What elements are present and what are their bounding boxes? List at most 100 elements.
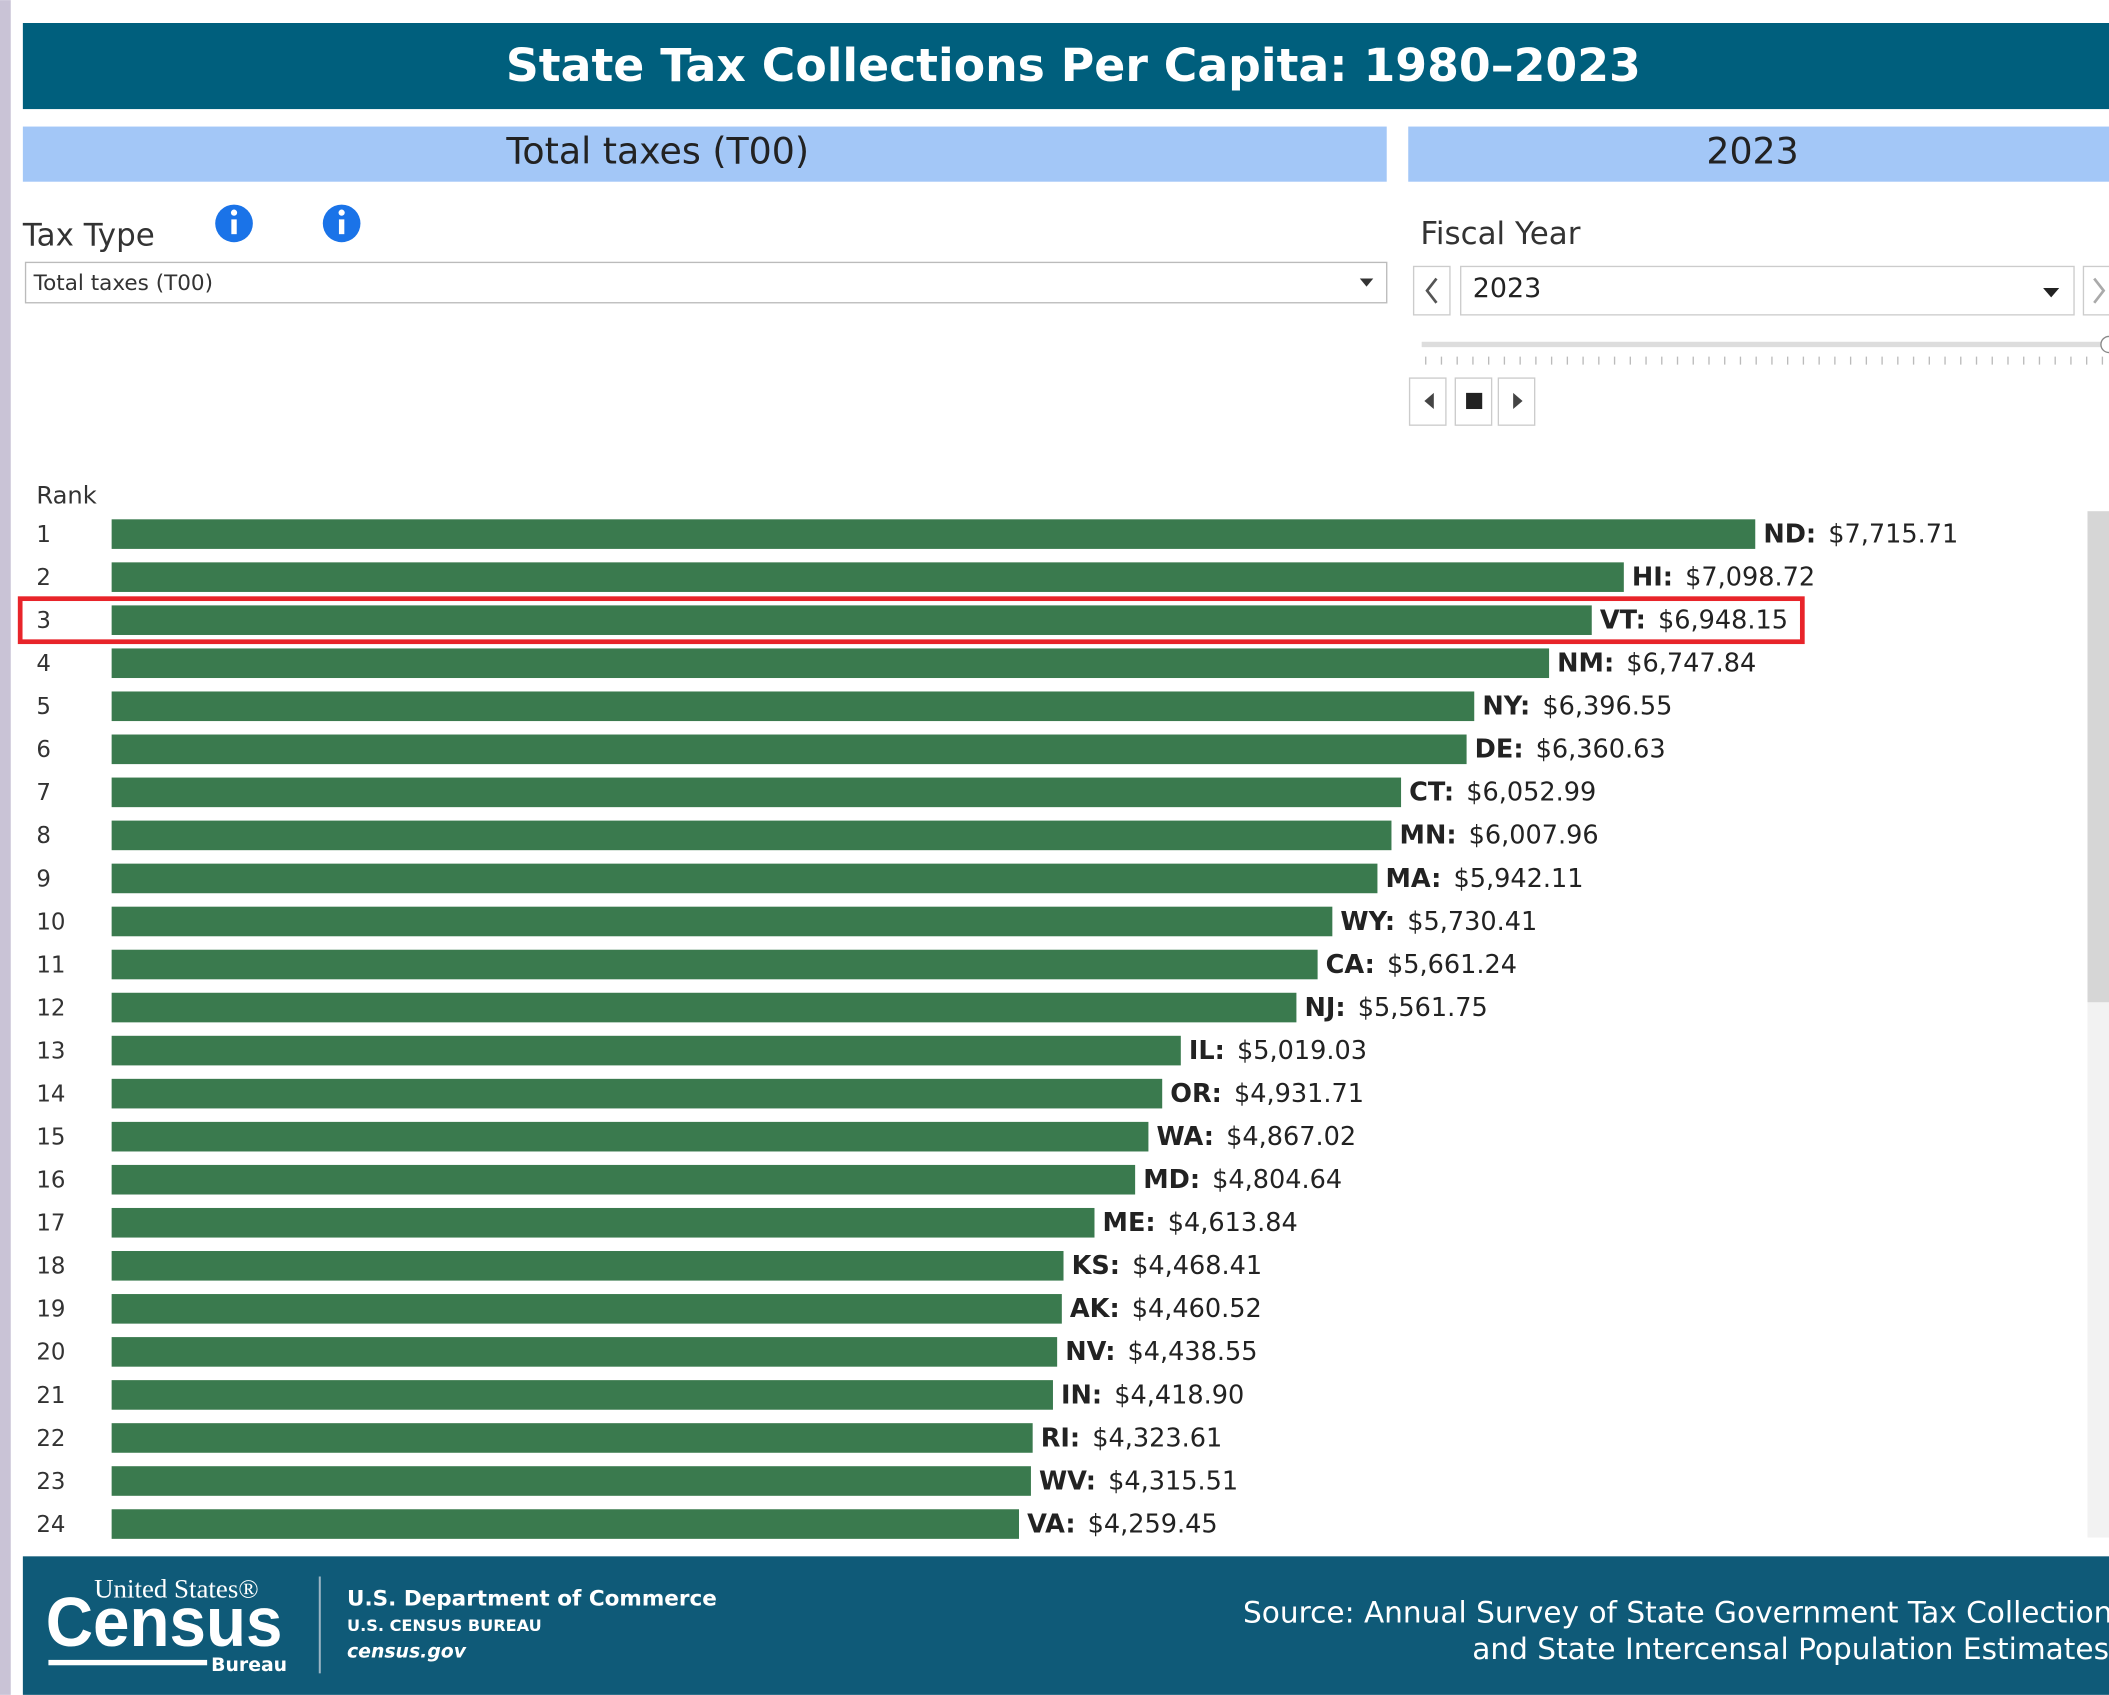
rank-label: 19 xyxy=(36,1297,65,1323)
source-line-2: and State Intercensal Population Estimat… xyxy=(1472,1632,2109,1666)
rank-label: 8 xyxy=(36,823,51,849)
window-edge xyxy=(0,0,11,1695)
tax-type-dropdown[interactable] xyxy=(24,261,1388,304)
value-label: $4,323.61 xyxy=(1092,1423,1222,1453)
value-label: $5,019.03 xyxy=(1237,1036,1367,1066)
rank-label: 23 xyxy=(36,1469,65,1495)
rank-label: 1 xyxy=(36,522,51,548)
rank-label: 17 xyxy=(36,1211,65,1237)
bar xyxy=(111,734,1467,765)
rank-label: 10 xyxy=(36,909,65,935)
fiscal-year-value: 2023 xyxy=(1473,273,1541,304)
year-banner xyxy=(1408,126,2109,182)
rank-label: 15 xyxy=(36,1125,65,1151)
play-back-button[interactable] xyxy=(1408,377,1447,426)
state-label: WV: xyxy=(1039,1466,1096,1496)
footer xyxy=(22,1556,2109,1695)
value-label: $4,315.51 xyxy=(1108,1466,1238,1496)
bureau: U.S. CENSUS BUREAU xyxy=(347,1616,542,1635)
bar xyxy=(111,863,1378,894)
state-label: CT: xyxy=(1409,778,1454,808)
bar xyxy=(111,1078,1163,1109)
prev-year-button[interactable] xyxy=(1412,265,1451,316)
tax-type-value: Total taxes (T00) xyxy=(33,271,213,296)
value-label: $6,396.55 xyxy=(1542,692,1672,722)
rank-label: 11 xyxy=(36,952,65,978)
state-label: AK: xyxy=(1070,1294,1120,1324)
dept: U.S. Department of Commerce xyxy=(347,1586,717,1611)
value-label: $5,561.75 xyxy=(1358,993,1488,1023)
state-label: ND: xyxy=(1763,519,1816,549)
bar xyxy=(111,605,1592,635)
value-label: $4,259.45 xyxy=(1088,1509,1218,1539)
rank-label: 4 xyxy=(36,651,51,677)
fiscal-year-dropdown[interactable] xyxy=(1460,265,2075,316)
state-label: NY: xyxy=(1482,692,1530,722)
tax-type-banner xyxy=(22,126,1387,182)
bar xyxy=(111,1035,1181,1066)
value-label: $6,052.99 xyxy=(1466,778,1596,808)
state-label: IL: xyxy=(1189,1036,1225,1066)
rank-label: 12 xyxy=(36,995,65,1021)
rank-label: 16 xyxy=(36,1168,65,1194)
logo-bottom: Bureau xyxy=(211,1655,287,1676)
value-label: $6,007.96 xyxy=(1469,821,1599,851)
logo-top: United States® xyxy=(94,1573,259,1603)
rank-label: 3 xyxy=(36,608,51,634)
source-line-1: Source: Annual Survey of State Governmen… xyxy=(1243,1596,2109,1630)
next-year-button[interactable] xyxy=(2082,265,2109,316)
logo-main: Census xyxy=(46,1583,283,1661)
year-slider[interactable] xyxy=(1421,335,2109,365)
value-label: $4,613.84 xyxy=(1168,1208,1298,1238)
state-label: KS: xyxy=(1072,1251,1120,1281)
bar xyxy=(111,777,1402,808)
rank-label: Rank xyxy=(36,481,96,509)
rank-label: 13 xyxy=(36,1038,65,1064)
value-label: $4,438.55 xyxy=(1128,1337,1258,1367)
rank-label: 2 xyxy=(36,565,51,591)
info-icon[interactable] xyxy=(322,204,361,243)
state-label: DE: xyxy=(1475,735,1524,765)
state-label: NJ: xyxy=(1304,993,1345,1023)
value-label: $7,715.71 xyxy=(1828,519,1958,549)
value-label: $6,360.63 xyxy=(1536,735,1666,765)
info-icon[interactable] xyxy=(215,204,253,243)
value-label: $6,948.15 xyxy=(1658,606,1788,636)
value-label: $4,460.52 xyxy=(1132,1294,1262,1324)
state-label: WY: xyxy=(1340,907,1395,937)
bar xyxy=(111,992,1297,1023)
state-label: IN: xyxy=(1061,1380,1102,1410)
state-label: MA: xyxy=(1386,864,1442,894)
value-label: $5,942.11 xyxy=(1454,864,1584,894)
footer-divider xyxy=(318,1576,321,1674)
scrollbar-thumb[interactable] xyxy=(2087,511,2109,1003)
fiscal-year-label: Fiscal Year xyxy=(1420,216,1580,252)
rank-label: 24 xyxy=(36,1512,65,1538)
tax-type-label: Tax Type xyxy=(22,217,155,253)
stop-button[interactable] xyxy=(1454,377,1493,426)
title: State Tax Collections Per Capita: 1980–2… xyxy=(506,39,1641,92)
state-label: RI: xyxy=(1041,1423,1080,1453)
rank-label: 22 xyxy=(36,1426,65,1452)
state-label: MN: xyxy=(1400,821,1457,851)
bar xyxy=(111,562,1624,592)
bar xyxy=(111,691,1475,722)
rank-label: 21 xyxy=(36,1383,65,1409)
state-label: VT: xyxy=(1600,606,1646,636)
rank-label: 6 xyxy=(36,737,51,763)
value-label: $7,098.72 xyxy=(1685,562,1815,592)
value-label: $4,804.64 xyxy=(1212,1165,1342,1195)
bar xyxy=(111,1207,1095,1238)
site: census.gov xyxy=(347,1641,467,1662)
rank-label: 9 xyxy=(36,866,51,892)
state-label: WA: xyxy=(1156,1122,1214,1152)
bar xyxy=(111,820,1392,851)
play-forward-button[interactable] xyxy=(1497,377,1536,426)
year-banner-text: 2023 xyxy=(1706,129,1798,172)
value-label: $4,931.71 xyxy=(1234,1079,1364,1109)
bar xyxy=(111,906,1333,937)
logo-rule xyxy=(48,1659,208,1666)
value-label: $4,867.02 xyxy=(1226,1122,1356,1152)
rank-label: 5 xyxy=(36,694,51,720)
